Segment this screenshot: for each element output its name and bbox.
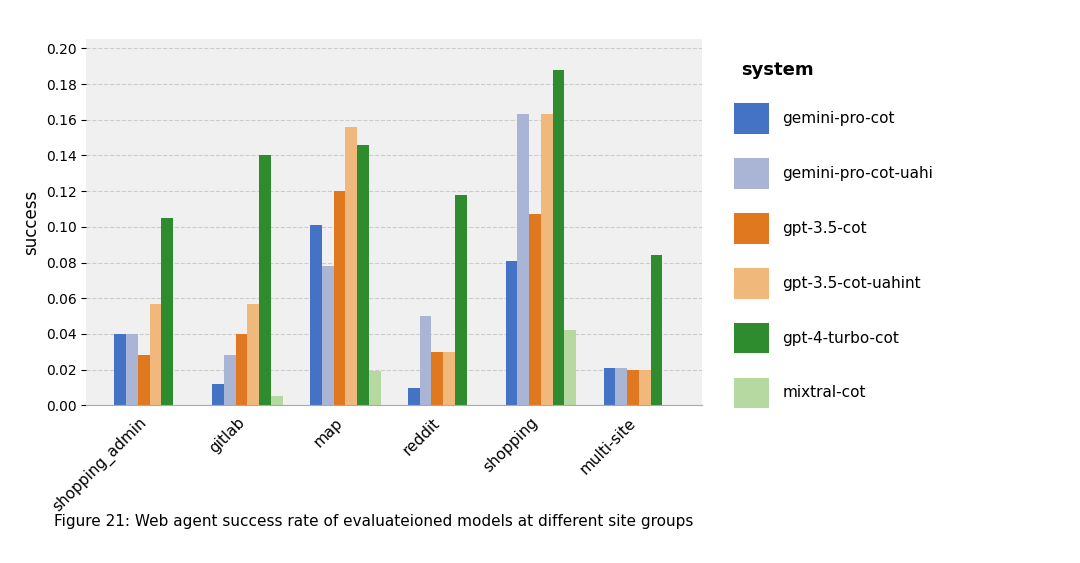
Bar [627,370,638,405]
Y-axis label: success: success [23,190,40,255]
Bar [431,352,443,405]
Bar [310,225,322,405]
Text: system: system [741,61,813,79]
Bar [565,330,576,405]
FancyBboxPatch shape [734,158,769,189]
Bar [505,261,517,405]
Bar [420,316,431,405]
Bar [517,114,529,405]
Bar [616,368,627,405]
Text: Figure 21: Web agent success rate of evaluateioned models at different site grou: Figure 21: Web agent success rate of eva… [54,514,693,529]
Bar [224,355,235,405]
Bar [357,145,368,405]
Bar [138,355,150,405]
Bar [271,396,283,405]
FancyBboxPatch shape [734,103,769,134]
Text: gpt-3.5-cot-uahint: gpt-3.5-cot-uahint [782,276,921,291]
Bar [529,215,541,405]
Text: gemini-pro-cot: gemini-pro-cot [782,111,895,126]
Bar [638,370,650,405]
Text: gpt-4-turbo-cot: gpt-4-turbo-cot [782,330,900,346]
Bar [259,155,271,405]
Bar [346,127,357,405]
Bar [553,70,565,405]
Bar [126,334,138,405]
FancyBboxPatch shape [734,323,769,354]
Bar [114,334,126,405]
Bar [443,352,455,405]
FancyBboxPatch shape [734,268,769,298]
Bar [650,256,662,405]
Bar [368,372,380,405]
Bar [150,303,161,405]
Bar [604,368,616,405]
Bar [247,303,259,405]
Bar [213,384,224,405]
Bar [334,191,346,405]
Bar [541,114,553,405]
FancyBboxPatch shape [734,213,769,244]
FancyBboxPatch shape [734,378,769,408]
Bar [161,218,173,405]
Bar [322,266,334,405]
Bar [455,195,467,405]
Bar [235,334,247,405]
Bar [408,387,420,405]
Text: gpt-3.5-cot: gpt-3.5-cot [782,221,867,236]
Text: mixtral-cot: mixtral-cot [782,386,866,400]
Text: gemini-pro-cot-uahi: gemini-pro-cot-uahi [782,166,933,181]
